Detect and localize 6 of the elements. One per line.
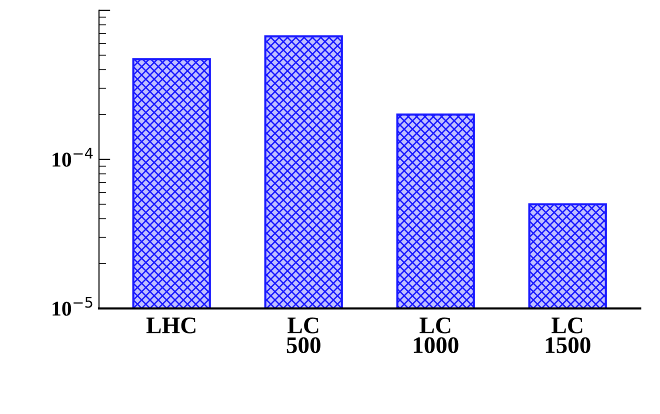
y-tick-label: 10$^{−4}$ bbox=[52, 148, 93, 167]
x-tick-label: LC 1500 bbox=[546, 318, 590, 354]
x-tick-label: LHC bbox=[146, 318, 196, 334]
x-tick-label: LC 1000 bbox=[414, 318, 458, 354]
y-tick-label: 10$^{−5}$ bbox=[52, 296, 92, 316]
x-tick-label: LC 500 bbox=[286, 318, 320, 354]
